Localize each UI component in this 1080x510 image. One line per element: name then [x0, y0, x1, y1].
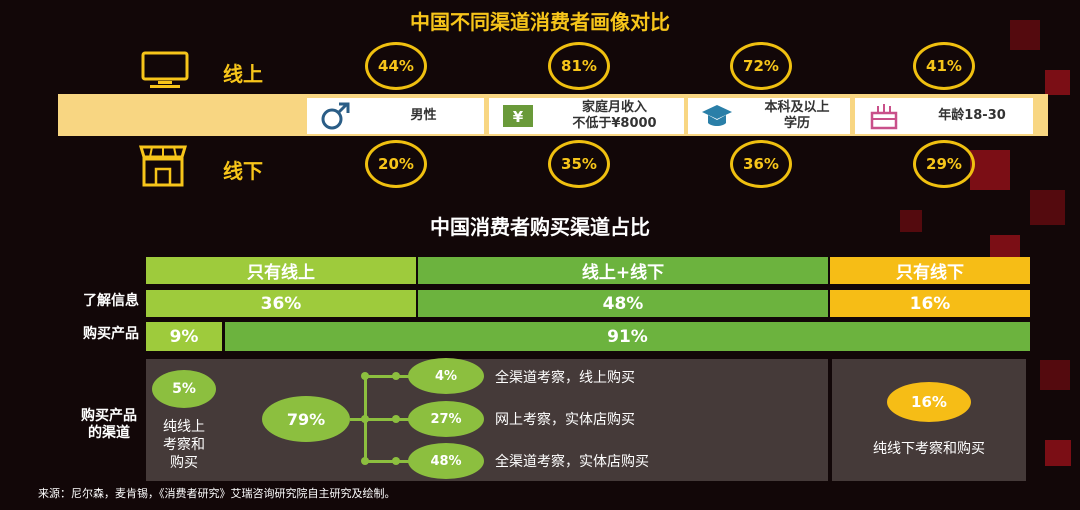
mixed-item-label: 全渠道考察，实体店购买: [495, 454, 649, 470]
mixed-item-label: 全渠道考察，线上购买: [495, 370, 635, 386]
connector-dot: [361, 457, 369, 465]
attribute-label: 本科及以上 学历: [764, 100, 830, 131]
pure-offline-label: 纯线下考察和购买: [873, 441, 985, 457]
mixed-item-value: 48%: [408, 443, 484, 479]
row-label-info: 了解信息: [83, 293, 139, 309]
header-online-offline: 线上+线下: [418, 257, 828, 284]
decor-cube: [1030, 190, 1065, 225]
decor-cube: [1010, 20, 1040, 50]
tv-icon: [140, 50, 190, 90]
store-icon: [138, 143, 188, 189]
purchase-online-only: 9%: [146, 322, 222, 351]
svg-text:¥: ¥: [513, 108, 524, 126]
offline-label: 线下: [223, 159, 263, 183]
header-offline-only: 只有线下: [830, 257, 1030, 284]
offline-value: 36%: [730, 140, 792, 188]
decor-cube: [1045, 70, 1070, 95]
online-value: 72%: [730, 42, 792, 90]
info-online-only: 36%: [146, 290, 416, 317]
connector-dot: [392, 415, 400, 423]
connector-dot: [392, 372, 400, 380]
page-title: 中国不同渠道消费者画像对比: [410, 10, 670, 34]
decor-cube: [970, 150, 1010, 190]
attribute-card: 年龄18-30: [855, 98, 1033, 134]
graduation-cap-icon: [698, 101, 736, 131]
pure-online-label: 纯线上 考察和 购买: [163, 419, 205, 471]
online-label: 线上: [223, 62, 263, 86]
pure-online-value: 5%: [152, 370, 216, 408]
connector-line: [366, 460, 410, 463]
attribute-label: 男性: [410, 108, 437, 123]
decor-cube: [1040, 360, 1070, 390]
connector-dot: [361, 372, 369, 380]
info-offline-only: 16%: [830, 290, 1030, 317]
attribute-card: 本科及以上 学历: [688, 98, 850, 134]
connector-dot: [361, 415, 369, 423]
attribute-label: 年龄18-30: [938, 108, 1006, 123]
decor-cube: [990, 235, 1020, 260]
online-value: 81%: [548, 42, 610, 90]
decor-cube: [900, 210, 922, 232]
chart-title: 中国消费者购买渠道占比: [430, 215, 650, 239]
offline-value: 29%: [913, 140, 975, 188]
connector-line: [350, 418, 366, 421]
online-value: 44%: [365, 42, 427, 90]
connector-line: [366, 375, 410, 378]
connector-line: [366, 418, 410, 421]
attribute-label: 家庭月收入 不低于¥8000: [572, 100, 657, 131]
offline-value: 20%: [365, 140, 427, 188]
row-label-purchase: 购买产品: [83, 326, 139, 342]
info-online-offline: 48%: [418, 290, 828, 317]
connector-dot: [392, 457, 400, 465]
offline-value: 35%: [548, 140, 610, 188]
pure-offline-value: 16%: [887, 382, 971, 422]
purchase-online-offline: 91%: [225, 322, 1030, 351]
mixed-total-value: 79%: [262, 396, 350, 442]
attribute-card: ¥ 家庭月收入 不低于¥8000: [489, 98, 684, 134]
mixed-item-label: 网上考察，实体店购买: [495, 412, 635, 428]
decor-cube: [1045, 440, 1071, 466]
source-note: 来源：尼尔森，麦肯锡，《消费者研究》艾瑞咨询研究院自主研究及绘制。: [38, 487, 396, 500]
male-icon: [317, 101, 355, 131]
attribute-card: 男性: [307, 98, 484, 134]
header-online-only: 只有线上: [146, 257, 416, 284]
birthday-cake-icon: [865, 101, 903, 131]
money-icon: ¥: [499, 101, 537, 131]
row-label-channel: 购买产品 的渠道: [81, 408, 137, 441]
mixed-item-value: 4%: [408, 358, 484, 394]
mixed-item-value: 27%: [408, 401, 484, 437]
online-value: 41%: [913, 42, 975, 90]
